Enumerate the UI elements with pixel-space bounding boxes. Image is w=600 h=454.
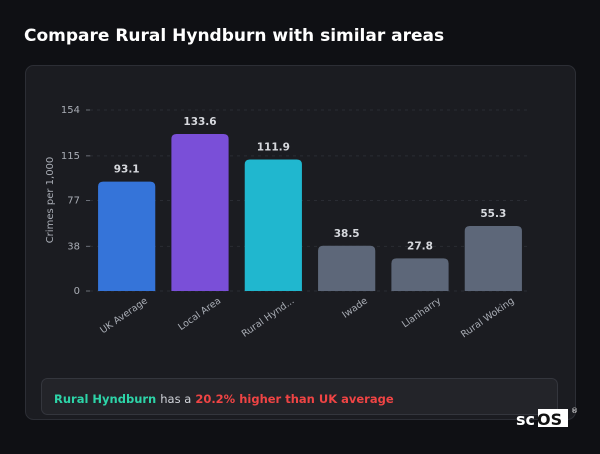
value-label: 133.6 [183, 116, 216, 128]
note-highlight: Rural Hyndburn [54, 392, 156, 406]
logo-mark: ® [571, 407, 578, 415]
y-tick-label: 154 [61, 105, 80, 116]
y-tick-label: 38 [67, 241, 80, 252]
note-text: has a [160, 392, 191, 406]
page-title: Compare Rural Hyndburn with similar area… [24, 26, 444, 46]
logo: sc OS [516, 410, 562, 429]
logo-part: sc [516, 410, 535, 429]
value-label: 111.9 [257, 141, 290, 153]
value-label: 55.3 [480, 208, 506, 220]
bar [318, 245, 376, 291]
y-tick-label: 0 [74, 286, 80, 297]
note-box [41, 378, 558, 415]
note: Rural Hyndburn has a 20.2% higher than U… [54, 392, 394, 406]
y-axis-label: Crimes per 1,000 [45, 157, 56, 244]
logo-part: OS [537, 410, 562, 429]
value-label: 93.1 [114, 164, 140, 176]
logo-box [538, 409, 568, 427]
note-emphasis: 20.2% higher than UK average [195, 392, 394, 406]
bar [464, 226, 522, 291]
value-label: 38.5 [334, 228, 360, 240]
y-tick-label: 115 [61, 151, 80, 162]
bar [171, 133, 229, 291]
bar [244, 159, 302, 291]
value-label: 27.8 [407, 240, 433, 252]
logo-text: sc OS [516, 410, 562, 429]
y-tick-label: 77 [67, 196, 80, 207]
bar [391, 258, 449, 291]
bar [98, 181, 156, 291]
